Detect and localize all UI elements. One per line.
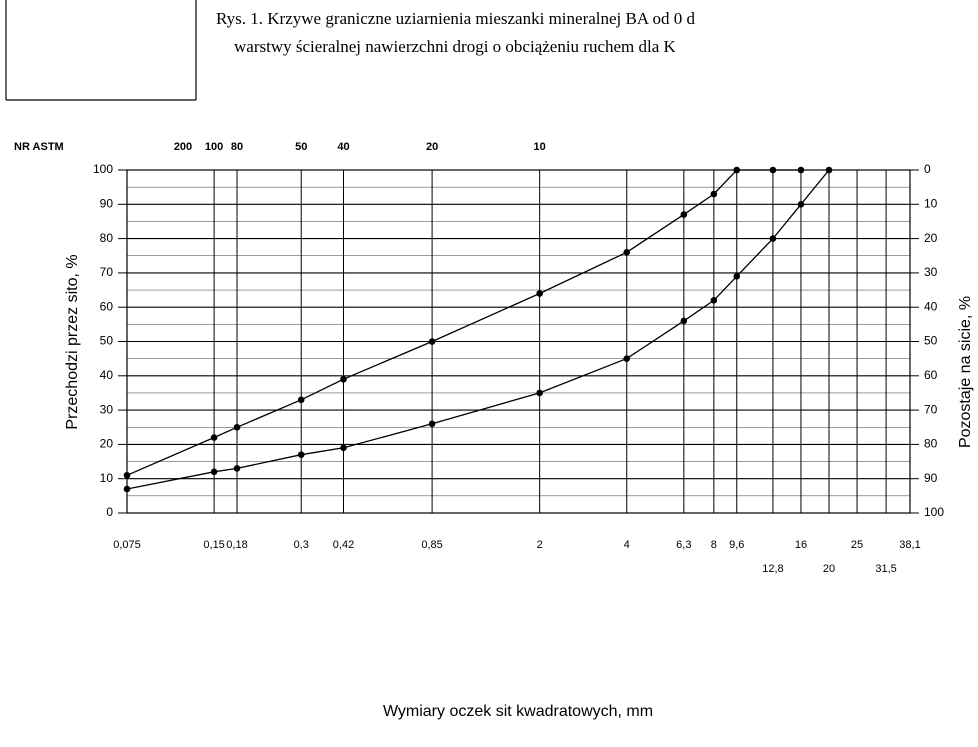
x-tick-label: 31,5 <box>875 563 896 575</box>
y-tick-label: 10 <box>100 471 114 485</box>
x-tick-label: 4 <box>624 539 630 551</box>
point <box>680 317 688 325</box>
curve <box>126 169 830 490</box>
point <box>340 444 347 452</box>
y2-tick-label: 0 <box>924 162 931 176</box>
y-tick-label: 20 <box>100 437 114 451</box>
point <box>297 396 305 404</box>
point <box>623 249 631 256</box>
y2-tick-label: 100 <box>924 505 944 519</box>
y-tick-label: 60 <box>100 299 114 313</box>
point <box>233 423 241 431</box>
curve <box>126 169 801 476</box>
astm-tick-label: 20 <box>426 141 438 153</box>
point <box>210 434 218 441</box>
y-tick-label: 100 <box>93 162 113 176</box>
x-tick-label: 0,85 <box>421 539 442 551</box>
y2-tick-label: 60 <box>924 368 938 382</box>
y2-axis-label: Pozostaje na sicie, % <box>957 296 974 448</box>
x-tick-label: 0,3 <box>294 539 309 551</box>
point <box>123 485 131 493</box>
y2-tick-label: 10 <box>924 196 938 210</box>
x-axis-label: Wymiary oczek sit kwadratowych, mm <box>383 703 653 720</box>
x-tick-label: 8 <box>711 539 717 551</box>
y2-tick-label: 70 <box>924 402 938 416</box>
y-tick-label: 50 <box>100 334 114 348</box>
point <box>123 471 131 479</box>
x-tick-label: 25 <box>851 539 863 551</box>
point <box>825 166 833 174</box>
point <box>797 166 805 174</box>
y-tick-label: 70 <box>100 265 114 279</box>
x-tick-label: 2 <box>537 539 543 551</box>
point <box>428 338 436 345</box>
x-tick-label: 38,1 <box>899 539 920 551</box>
y-tick-label: 30 <box>100 402 114 416</box>
astm-tick-label: 50 <box>295 141 307 153</box>
y2-tick-label: 90 <box>924 471 938 485</box>
astm-tick-label: 200 <box>174 141 192 153</box>
astm-tick-label: 80 <box>231 141 243 153</box>
title-line: Rys. 1. Krzywe graniczne uziarnienia mie… <box>216 9 695 28</box>
point <box>428 420 436 428</box>
figure-box <box>5 0 197 101</box>
y-tick-label: 40 <box>100 368 114 382</box>
x-tick-label: 12,8 <box>762 563 783 575</box>
x-tick-label: 16 <box>795 539 807 551</box>
astm-tick-label: 10 <box>534 141 546 153</box>
point <box>536 389 543 397</box>
point <box>710 190 718 198</box>
x-tick-label: 0,18 <box>226 539 247 551</box>
title-line: warstwy ścieralnej nawierzchni drogi o o… <box>234 37 677 56</box>
y2-tick-label: 40 <box>924 299 938 313</box>
astm-tick-label: 100 <box>205 141 223 153</box>
x-tick-label: 6,3 <box>676 539 691 551</box>
point <box>623 355 631 362</box>
y2-tick-label: 50 <box>924 334 938 348</box>
astm-label: NR ASTM <box>14 141 64 153</box>
plot-frame <box>126 169 911 514</box>
point <box>769 235 777 242</box>
x-tick-label: 9,6 <box>729 539 744 551</box>
y-tick-label: 0 <box>106 505 113 519</box>
point <box>710 297 718 304</box>
astm-tick-label: 40 <box>337 141 349 153</box>
y-axis-label: Przechodzi przez sito, % <box>64 254 81 429</box>
point <box>536 290 543 297</box>
y2-tick-label: 80 <box>924 437 938 451</box>
y-tick-label: 90 <box>100 196 114 210</box>
x-tick-label: 0,42 <box>333 539 354 551</box>
point <box>340 375 347 383</box>
x-tick-label: 20 <box>823 563 835 575</box>
x-tick-label: 0,15 <box>203 539 224 551</box>
point <box>233 465 241 472</box>
x-tick-label: 0,075 <box>113 539 141 551</box>
point <box>769 166 777 174</box>
y-tick-label: 80 <box>100 231 114 245</box>
point <box>797 201 805 208</box>
point <box>680 211 688 218</box>
point <box>297 451 305 458</box>
y2-tick-label: 30 <box>924 265 938 279</box>
point <box>733 166 741 174</box>
y2-tick-label: 20 <box>924 231 938 245</box>
point <box>210 468 218 476</box>
point <box>733 273 741 280</box>
